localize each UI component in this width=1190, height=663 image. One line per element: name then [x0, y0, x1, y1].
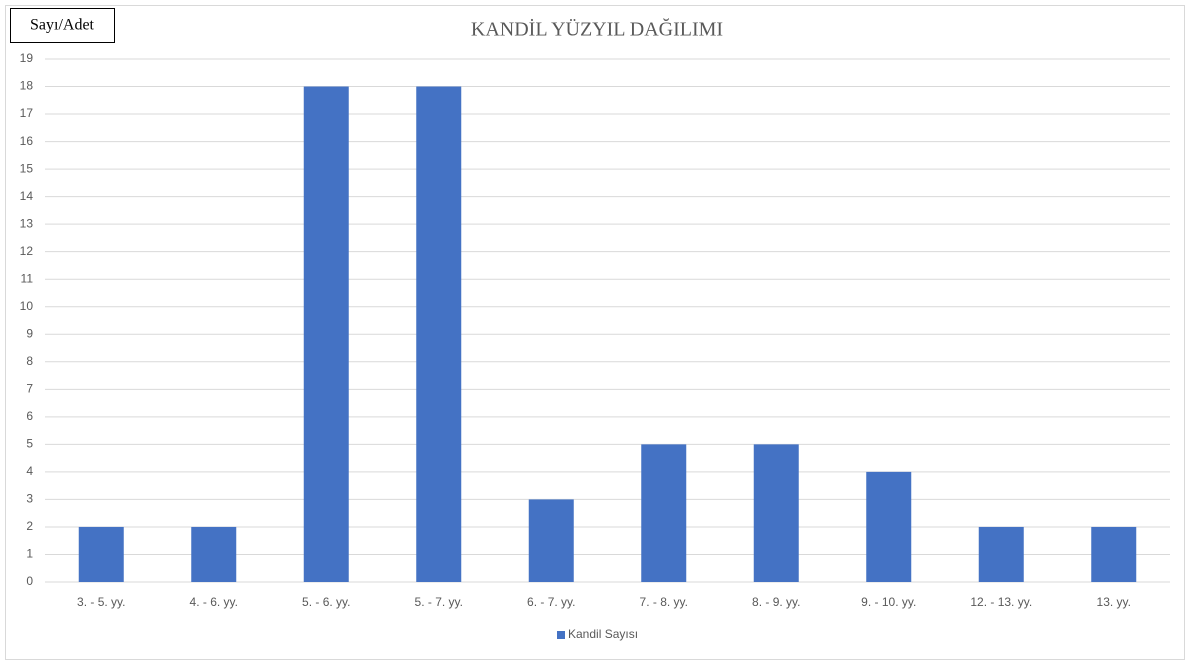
y-label-box [10, 8, 115, 43]
y-tick-label: 11 [21, 271, 34, 285]
bar [528, 499, 574, 582]
y-tick-label: 12 [20, 244, 34, 258]
y-tick-label: 9 [26, 326, 33, 340]
legend-label: Kandil Sayısı [568, 627, 638, 641]
y-tick-label: 2 [26, 519, 33, 533]
y-axis-label: Sayı/Adet [30, 17, 95, 34]
bar [416, 86, 462, 583]
x-tick-label: 5. - 7. yy. [415, 595, 463, 609]
legend-swatch [557, 631, 565, 639]
y-tick-label: 1 [26, 547, 33, 561]
bar [303, 86, 349, 583]
y-tick-label: 10 [20, 299, 34, 313]
bar [78, 526, 124, 582]
bar [641, 444, 687, 582]
y-tick-label: 0 [26, 574, 33, 588]
y-tick-label: 5 [26, 437, 33, 451]
x-tick-label: 3. - 5. yy. [77, 595, 125, 609]
y-tick-label: 19 [20, 51, 34, 65]
y-tick-label: 17 [20, 106, 34, 120]
x-tick-label: 13. yy. [1097, 595, 1131, 609]
bar [978, 526, 1024, 582]
y-tick-label: 3 [26, 492, 33, 506]
x-tick-label: 5. - 6. yy. [302, 595, 350, 609]
bar [753, 444, 799, 582]
y-tick-label: 6 [26, 409, 33, 423]
bar [866, 471, 912, 582]
bar [1091, 526, 1137, 582]
y-tick-label: 14 [20, 189, 34, 203]
x-tick-label: 7. - 8. yy. [640, 595, 688, 609]
y-tick-label: 15 [20, 161, 34, 175]
x-tick-label: 12. - 13. yy. [970, 595, 1032, 609]
bar [191, 526, 237, 582]
x-tick-label: 8. - 9. yy. [752, 595, 800, 609]
y-tick-label: 16 [20, 134, 34, 148]
y-tick-label: 8 [26, 354, 33, 368]
y-tick-label: 13 [20, 216, 34, 230]
chart-title: KANDİL YÜZYIL DAĞILIMI [471, 18, 723, 41]
y-tick-label: 18 [20, 79, 34, 93]
y-tick-label: 7 [26, 381, 33, 395]
x-tick-label: 4. - 6. yy. [190, 595, 238, 609]
x-tick-label: 6. - 7. yy. [527, 595, 575, 609]
y-tick-label: 4 [26, 464, 33, 478]
x-tick-label: 9. - 10. yy. [861, 595, 916, 609]
